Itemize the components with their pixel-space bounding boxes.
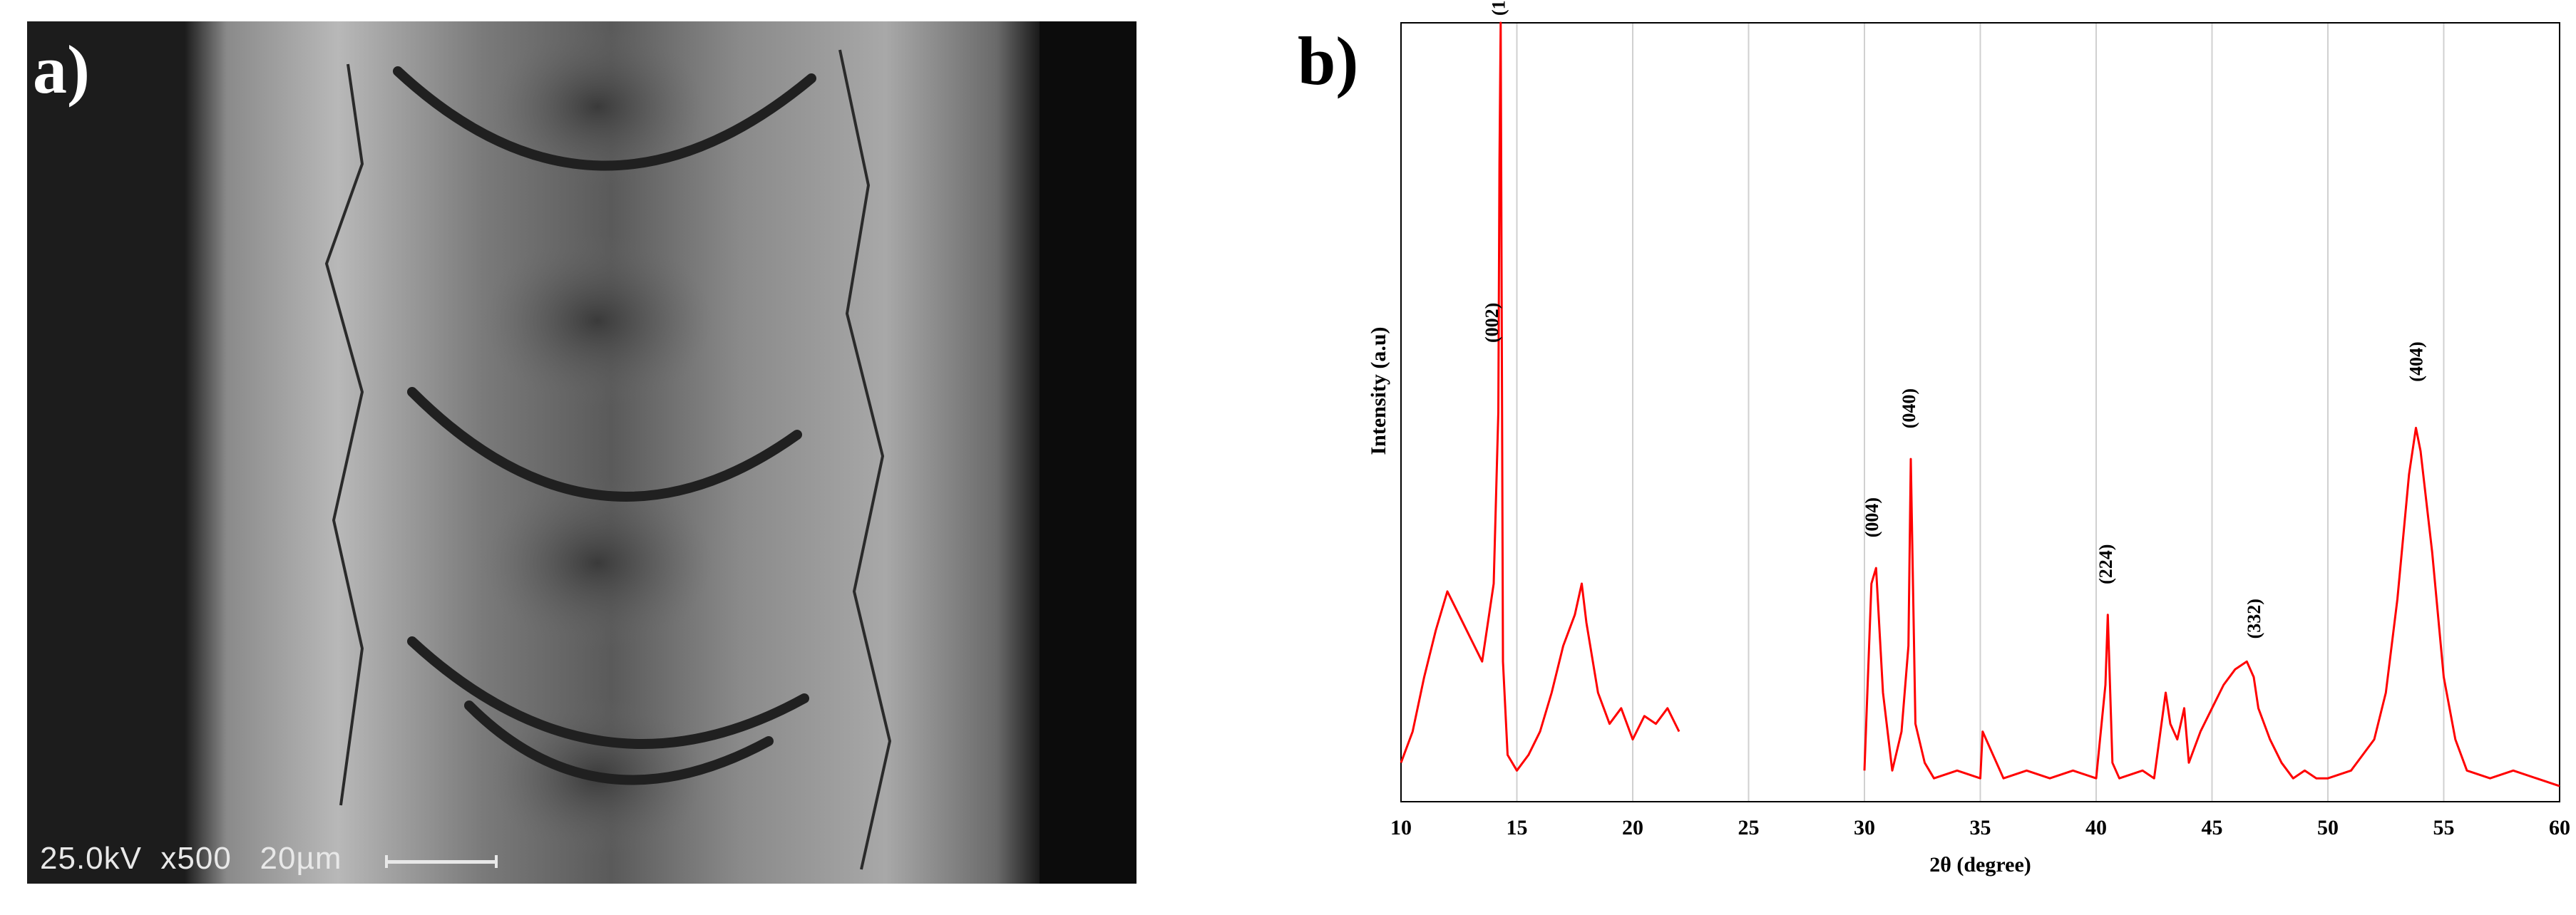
plot-frame xyxy=(1400,22,2560,802)
x-tick-label: 55 xyxy=(2433,816,2455,839)
y-axis-label: Intensity (a.u) xyxy=(1367,326,1390,455)
peak-label: (224) xyxy=(2095,544,2116,584)
peak-label: (002) xyxy=(1482,303,1502,343)
scale-bar xyxy=(385,855,498,868)
x-tick-label: 60 xyxy=(2549,816,2570,839)
series-layer xyxy=(1400,21,2560,787)
x-tick-label: 40 xyxy=(2085,816,2107,839)
x-tick-label: 10 xyxy=(1390,816,1412,839)
peak-label: (404) xyxy=(2406,341,2427,381)
peak-label: (040) xyxy=(1899,388,1919,428)
x-tick-label: 15 xyxy=(1507,816,1528,839)
sem-image xyxy=(27,21,1136,884)
x-tick-label: 25 xyxy=(1738,816,1760,839)
x-tick-label: 30 xyxy=(1854,816,1875,839)
peak-label: (110) xyxy=(1489,0,1509,16)
x-axis-label: 2θ (degree) xyxy=(1929,853,2031,877)
xrd-chart-panel: b) (110) (002) (004) (040) (224) (332) (404) 1… xyxy=(1283,0,2576,911)
sem-caption: 25.0kV x500 20µm xyxy=(40,841,342,876)
peak-label: (004) xyxy=(1862,497,1882,537)
panel-label-a: a) xyxy=(33,31,90,108)
x-tick-label: 50 xyxy=(2317,816,2339,839)
sem-micrograph: a) 25.0kV x500 20µm xyxy=(27,21,1136,884)
panel-label-b: b) xyxy=(1298,23,1359,99)
peak-label: (332) xyxy=(2244,599,2264,639)
x-tick-labels: 10 15 20 25 30 35 40 45 50 55 60 xyxy=(1390,816,2570,839)
xrd-series-line xyxy=(1863,426,2560,787)
xrd-series-line xyxy=(1400,21,1680,772)
grid-lines xyxy=(1516,23,2445,802)
xrd-chart: (110) (002) (004) (040) (224) (332) (404) 10 15… xyxy=(1367,0,2570,877)
x-tick-label: 35 xyxy=(1970,816,1991,839)
peak-annotations: (110) (002) (004) (040) (224) (332) (404) xyxy=(1482,0,2427,639)
x-tick-label: 20 xyxy=(1622,816,1643,839)
x-tick-label: 45 xyxy=(2202,816,2223,839)
